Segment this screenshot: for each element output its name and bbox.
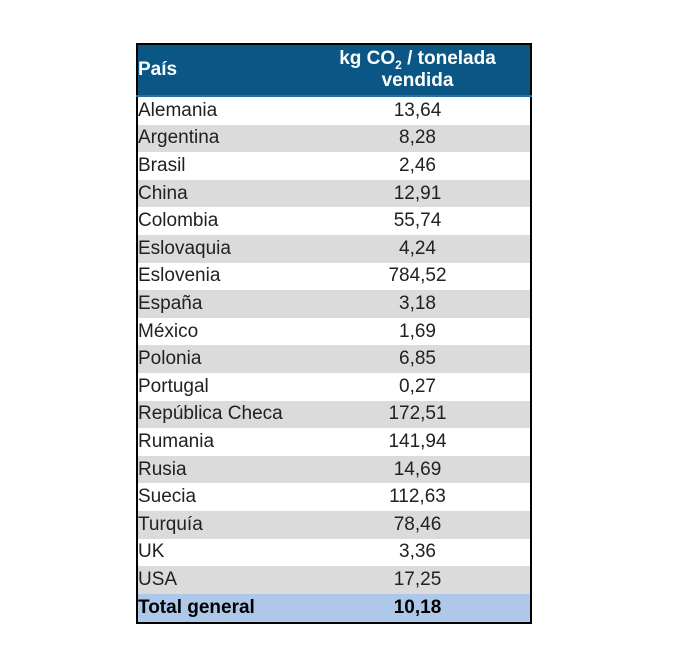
value-cell: 6,85	[305, 345, 531, 373]
table-row: Eslovenia 784,52	[137, 262, 531, 291]
header-row: País kg CO2 / tonelada vendida	[137, 44, 531, 97]
value-cell: 17,25	[305, 566, 531, 594]
table-row: Polonia 6,85	[137, 345, 531, 373]
value-cell: 14,69	[305, 455, 531, 484]
country-cell: Rumania	[137, 428, 305, 456]
value-cell: 3,18	[305, 290, 531, 318]
country-cell: China	[137, 179, 305, 208]
value-cell: 141,94	[305, 428, 531, 456]
country-cell: Turquía	[137, 510, 305, 539]
header-cell-kgco2: kg CO2 / tonelada vendida	[305, 44, 531, 97]
value-cell: 8,28	[305, 124, 531, 153]
country-cell: Eslovenia	[137, 262, 305, 291]
co2-subscript: 2	[395, 57, 402, 72]
value-cell: 13,64	[305, 96, 531, 125]
table-row: Brasil 2,46	[137, 152, 531, 180]
table-row: República Checa 172,51	[137, 400, 531, 429]
total-row: Total general 10,18	[137, 593, 531, 623]
country-cell: Alemania	[137, 96, 305, 125]
value-cell: 2,46	[305, 152, 531, 180]
table-row: Argentina 8,28	[137, 124, 531, 153]
country-cell: USA	[137, 566, 305, 594]
value-cell: 12,91	[305, 179, 531, 208]
total-label-cell: Total general	[137, 593, 305, 623]
table-row: España 3,18	[137, 290, 531, 318]
country-cell: Brasil	[137, 152, 305, 180]
value-cell: 112,63	[305, 483, 531, 511]
table-row: Eslovaquia 4,24	[137, 234, 531, 263]
total-value-cell: 10,18	[305, 593, 531, 623]
country-cell: Polonia	[137, 345, 305, 373]
value-cell: 3,36	[305, 538, 531, 567]
table-row: UK 3,36	[137, 538, 531, 567]
country-cell: Argentina	[137, 124, 305, 153]
table-row: Alemania 13,64	[137, 96, 531, 125]
country-cell: UK	[137, 538, 305, 567]
value-cell: 1,69	[305, 317, 531, 346]
country-cell: México	[137, 317, 305, 346]
country-cell: Suecia	[137, 483, 305, 511]
table-row: México 1,69	[137, 317, 531, 346]
table-row: Colombia 55,74	[137, 207, 531, 235]
table-row: China 12,91	[137, 179, 531, 208]
value-cell: 78,46	[305, 510, 531, 539]
value-cell: 4,24	[305, 234, 531, 263]
value-cell: 784,52	[305, 262, 531, 291]
header-cell-pais: País	[137, 44, 305, 97]
value-cell: 172,51	[305, 400, 531, 429]
country-cell: Eslovaquia	[137, 234, 305, 263]
header-kgco2-line1: kg CO2 / tonelada	[339, 48, 496, 72]
country-cell: España	[137, 290, 305, 318]
country-cell: Colombia	[137, 207, 305, 235]
header-kgco2-line2: vendida	[381, 70, 454, 91]
country-cell: Rusia	[137, 455, 305, 484]
table-row: Turquía 78,46	[137, 510, 531, 539]
table-row: USA 17,25	[137, 566, 531, 594]
table-row: Rusia 14,69	[137, 455, 531, 484]
value-cell: 0,27	[305, 372, 531, 401]
table-row: Suecia 112,63	[137, 483, 531, 511]
value-cell: 55,74	[305, 207, 531, 235]
co2-per-ton-table: País kg CO2 / tonelada vendida Alemania …	[136, 43, 532, 624]
table-header: País kg CO2 / tonelada vendida	[137, 44, 531, 97]
table-body: Alemania 13,64 Argentina 8,28 Brasil 2,4…	[137, 96, 531, 594]
country-cell: República Checa	[137, 400, 305, 429]
header-pais-label: País	[138, 59, 178, 80]
table-row: Rumania 141,94	[137, 428, 531, 456]
table-footer: Total general 10,18	[137, 593, 531, 623]
country-cell: Portugal	[137, 372, 305, 401]
table-row: Portugal 0,27	[137, 372, 531, 401]
